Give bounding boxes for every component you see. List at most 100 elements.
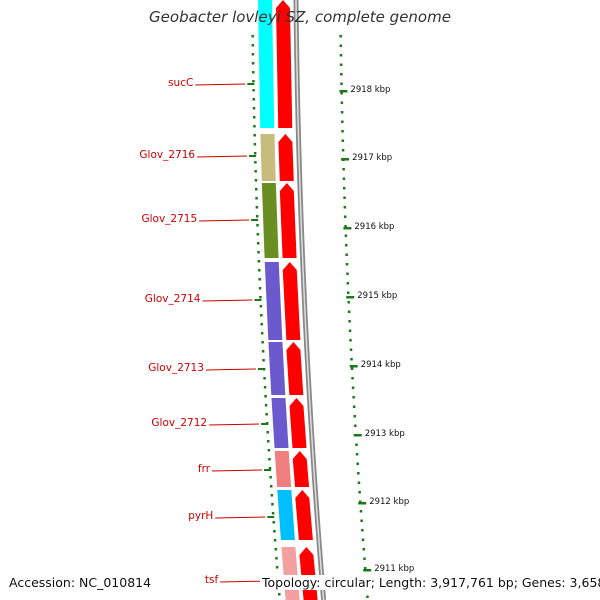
gene-block-frr bbox=[274, 451, 292, 487]
leader-marker bbox=[249, 155, 257, 157]
backbone-highlight bbox=[295, 0, 325, 600]
strand-arrow-tsf bbox=[299, 547, 318, 600]
scale-dot bbox=[339, 63, 343, 66]
scale-dot bbox=[339, 44, 343, 47]
guide-dot bbox=[263, 386, 267, 389]
scale-dot bbox=[360, 519, 363, 522]
guide-dot bbox=[263, 377, 266, 380]
guide-dot bbox=[257, 251, 260, 254]
scale-dot bbox=[342, 168, 345, 171]
scale-dot bbox=[345, 253, 348, 256]
scale-tick-label: 2914 kbp bbox=[360, 360, 401, 370]
scale-dot bbox=[353, 415, 356, 418]
guide-dot bbox=[258, 287, 262, 290]
scale-tick bbox=[349, 365, 358, 368]
leader-line bbox=[209, 423, 260, 426]
scale-dot bbox=[343, 215, 347, 218]
scale-dot bbox=[343, 196, 346, 199]
scale-dot bbox=[344, 225, 347, 228]
gene-block-glov_2716 bbox=[260, 134, 276, 181]
guide-dot bbox=[258, 278, 261, 281]
strand-arrow-glov_2713 bbox=[286, 342, 304, 395]
strand-arrow-glov_2712 bbox=[289, 398, 307, 448]
guide-dot bbox=[264, 404, 268, 407]
scale-dot bbox=[347, 301, 350, 304]
scale-dot bbox=[347, 310, 351, 313]
guide-dot bbox=[253, 152, 257, 155]
gene-label-glov_2716: Glov_2716 bbox=[139, 149, 196, 161]
scale-dot bbox=[350, 358, 353, 361]
scale-dot bbox=[361, 529, 364, 532]
guide-dot bbox=[274, 548, 277, 551]
gene-label-glov_2713: Glov_2713 bbox=[148, 362, 204, 374]
guide-dot bbox=[255, 215, 259, 218]
guide-dot bbox=[271, 512, 275, 515]
leader-marker bbox=[257, 368, 265, 370]
guide-dot bbox=[254, 179, 258, 182]
strand-arrow-pyrh bbox=[295, 490, 313, 540]
guide-dot bbox=[261, 341, 264, 344]
scale-tick bbox=[358, 502, 367, 505]
guide-dot bbox=[256, 224, 259, 227]
scale-dot bbox=[350, 367, 354, 370]
scale-dot bbox=[351, 377, 354, 380]
leader-line bbox=[202, 299, 253, 302]
scale-tick-label: 2917 kbp bbox=[352, 153, 393, 163]
guide-dot bbox=[275, 566, 279, 569]
leader-marker bbox=[251, 219, 259, 221]
scale-dot bbox=[352, 405, 356, 408]
scale-dot bbox=[352, 396, 355, 399]
guide-dot bbox=[256, 242, 260, 245]
leader-line bbox=[197, 155, 248, 158]
guide-dot bbox=[257, 260, 261, 263]
scale-dot bbox=[345, 263, 349, 266]
gene-label-pyrh: pyrH bbox=[188, 510, 214, 522]
gene-block-glov_2713 bbox=[268, 342, 286, 395]
scale-dot bbox=[362, 548, 365, 551]
scale-dot bbox=[341, 139, 345, 142]
guide-dot bbox=[278, 593, 281, 596]
guide-dot bbox=[251, 35, 254, 38]
strand-arrow-frr bbox=[292, 451, 310, 487]
guide-dot bbox=[252, 116, 256, 119]
guide-dot bbox=[268, 458, 271, 461]
gene-block-tsf bbox=[281, 547, 300, 600]
scale-dot bbox=[349, 339, 352, 342]
guide-dot bbox=[255, 206, 259, 209]
leader-line bbox=[199, 219, 250, 222]
guide-dot bbox=[264, 395, 267, 398]
gene-block-pyrh bbox=[277, 490, 295, 540]
gene-label-tsf: tsf bbox=[204, 574, 219, 586]
scale-dot bbox=[363, 557, 366, 560]
genome-title: Geobacter lovleyi SZ, complete genome bbox=[149, 8, 451, 26]
guide-dot bbox=[272, 521, 275, 524]
guide-dot bbox=[253, 134, 256, 137]
scale-dot bbox=[347, 291, 350, 294]
scale-tick bbox=[363, 569, 372, 572]
scale-tick bbox=[343, 227, 352, 230]
guide-dot bbox=[256, 233, 260, 236]
scale-tick-label: 2912 kbp bbox=[369, 497, 410, 507]
strand-arrow-glov_2716 bbox=[278, 134, 294, 181]
guide-dot bbox=[269, 476, 272, 479]
gene-block-glov_2712 bbox=[271, 398, 289, 448]
guide-dot bbox=[273, 530, 276, 533]
guide-dot bbox=[253, 125, 256, 128]
guide-dot bbox=[262, 359, 265, 362]
guide-dot bbox=[254, 170, 257, 173]
gene-label-glov_2714: Glov_2714 bbox=[144, 293, 201, 305]
guide-dot bbox=[252, 80, 255, 83]
guide-dot bbox=[271, 503, 274, 506]
scale-dot bbox=[346, 282, 350, 285]
guide-dot bbox=[267, 449, 271, 452]
scale-dot bbox=[341, 130, 344, 133]
guide-dot bbox=[251, 62, 255, 65]
scale-tick-label: 2913 kbp bbox=[364, 429, 405, 439]
scale-tick bbox=[353, 434, 362, 437]
scale-dot bbox=[348, 320, 351, 323]
guide-dot bbox=[258, 269, 261, 272]
strand-arrow-glov_2714 bbox=[282, 262, 301, 340]
guide-dot bbox=[252, 107, 256, 110]
scale-dot bbox=[351, 386, 355, 389]
